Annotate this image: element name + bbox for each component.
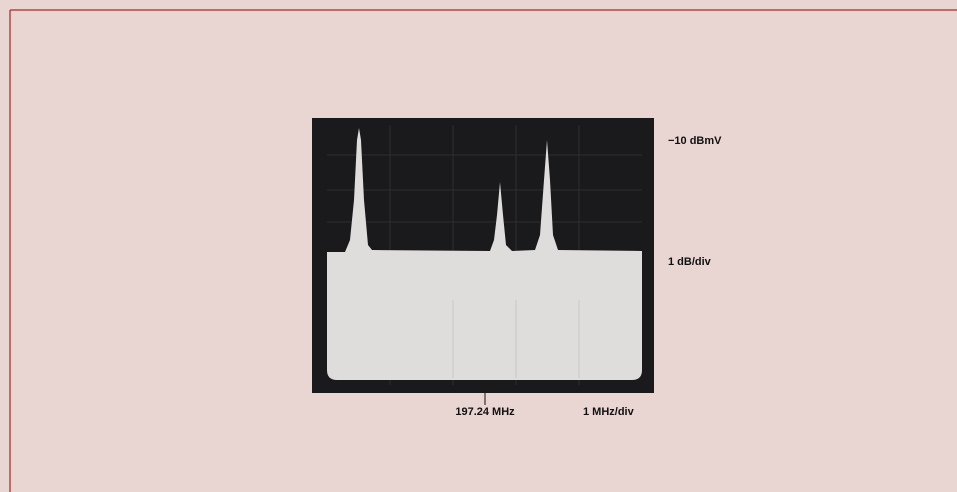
spectrum-trace (327, 128, 642, 380)
trace-graticule (452, 300, 580, 378)
reference-level-label: −10 dBmV (668, 135, 722, 147)
horizontal-scale-label: 1 MHz/div (583, 406, 635, 418)
center-frequency-label: 197.24 MHz (455, 406, 515, 418)
vertical-scale-label: 1 dB/div (668, 256, 712, 268)
